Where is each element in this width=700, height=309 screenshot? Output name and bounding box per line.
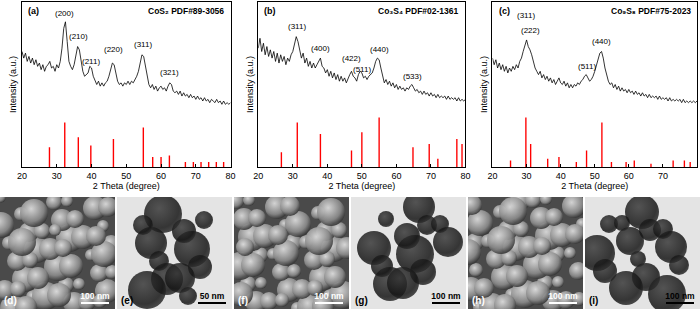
svg-text:(440): (440) xyxy=(592,37,611,46)
svg-text:(311): (311) xyxy=(288,22,306,31)
svg-text:(220): (220) xyxy=(104,45,123,54)
svg-text:80: 80 xyxy=(226,171,236,181)
svg-text:Intensity (a.u.): Intensity (a.u.) xyxy=(479,56,489,113)
svg-text:(211): (211) xyxy=(82,57,100,66)
svg-text:(533): (533) xyxy=(403,72,422,81)
svg-text:(h): (h) xyxy=(472,295,485,306)
svg-text:50: 50 xyxy=(357,171,367,181)
svg-text:100 nm: 100 nm xyxy=(80,291,110,301)
svg-text:Co₃S₄ PDF#02-1361: Co₃S₄ PDF#02-1361 xyxy=(378,6,459,16)
svg-text:(422): (422) xyxy=(342,54,361,63)
svg-text:30: 30 xyxy=(52,171,62,181)
svg-text:CoS₂ PDF#89-3056: CoS₂ PDF#89-3056 xyxy=(148,6,224,16)
svg-text:2 Theta (degree): 2 Theta (degree) xyxy=(561,181,628,191)
svg-text:(g): (g) xyxy=(355,295,368,306)
svg-text:(440): (440) xyxy=(370,45,389,54)
svg-text:20: 20 xyxy=(253,171,263,181)
svg-text:50 nm: 50 nm xyxy=(200,291,225,301)
svg-text:(222): (222) xyxy=(521,26,540,35)
svg-text:40: 40 xyxy=(556,171,566,181)
svg-text:50: 50 xyxy=(121,171,131,181)
svg-text:(e): (e) xyxy=(121,295,133,306)
svg-text:50: 50 xyxy=(590,171,600,181)
svg-text:30: 30 xyxy=(522,171,532,181)
svg-text:Intensity (a.u.): Intensity (a.u.) xyxy=(8,56,18,113)
svg-text:(311): (311) xyxy=(134,40,152,49)
svg-text:(321): (321) xyxy=(160,68,179,77)
svg-text:(210): (210) xyxy=(69,32,88,41)
svg-text:(i): (i) xyxy=(589,295,598,306)
svg-text:80: 80 xyxy=(460,171,470,181)
svg-text:100 nm: 100 nm xyxy=(314,291,344,301)
svg-text:(a): (a) xyxy=(28,6,39,16)
svg-text:40: 40 xyxy=(87,171,97,181)
svg-text:100 nm: 100 nm xyxy=(548,291,578,301)
svg-text:(b): (b) xyxy=(264,6,276,16)
svg-text:(311): (311) xyxy=(517,11,535,20)
svg-text:30: 30 xyxy=(288,171,298,181)
svg-text:100 nm: 100 nm xyxy=(431,291,461,301)
svg-text:20: 20 xyxy=(487,171,497,181)
svg-text:60: 60 xyxy=(156,171,166,181)
svg-text:(511): (511) xyxy=(578,62,596,71)
svg-text:(d): (d) xyxy=(4,295,17,306)
svg-text:100 nm: 100 nm xyxy=(665,291,695,301)
svg-text:70: 70 xyxy=(658,171,668,181)
svg-text:2 Theta (degree): 2 Theta (degree) xyxy=(93,181,160,191)
svg-text:20: 20 xyxy=(17,171,27,181)
svg-text:(f): (f) xyxy=(238,295,248,306)
svg-text:(400): (400) xyxy=(311,44,330,53)
svg-text:(c): (c) xyxy=(499,6,510,16)
svg-text:60: 60 xyxy=(624,171,634,181)
svg-text:(200): (200) xyxy=(55,9,74,18)
svg-text:Intensity (a.u.): Intensity (a.u.) xyxy=(245,56,255,113)
svg-text:60: 60 xyxy=(391,171,401,181)
svg-text:(511): (511) xyxy=(353,65,371,74)
svg-text:2 Theta (degree): 2 Theta (degree) xyxy=(328,181,395,191)
svg-text:70: 70 xyxy=(191,171,201,181)
svg-text:40: 40 xyxy=(322,171,332,181)
svg-text:Co₉S₈ PDF#75-2023: Co₉S₈ PDF#75-2023 xyxy=(611,6,691,16)
svg-text:70: 70 xyxy=(426,171,436,181)
